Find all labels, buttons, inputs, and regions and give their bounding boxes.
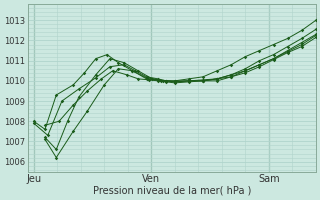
X-axis label: Pression niveau de la mer( hPa ): Pression niveau de la mer( hPa )	[93, 186, 251, 196]
